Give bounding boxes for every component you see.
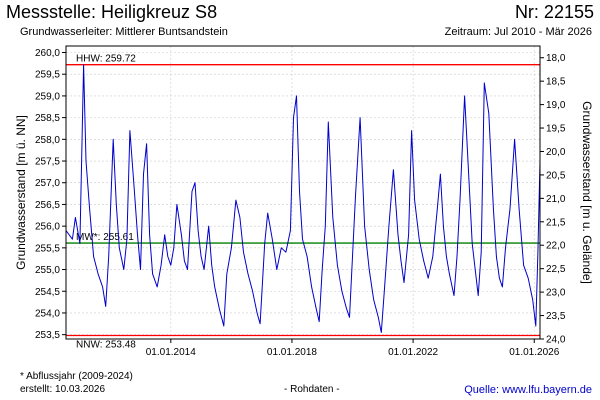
plot-frame	[65, 45, 541, 340]
reference-lines: HHW: 259.72 MW*: 255.61 NNW: 253.48	[66, 54, 540, 351]
x-tick-label: 01.01.2018	[267, 347, 317, 358]
right-tick-label: 18,0	[546, 53, 566, 64]
reference-label-nnw: NNW: 253.48	[76, 340, 136, 351]
x-axis: 01.01.2014 01.01.2018 01.01.2022 01.01.2026	[146, 339, 560, 358]
footnote: * Abflussjahr (2009-2024)	[20, 371, 133, 382]
right-tick-label: 21,0	[546, 194, 566, 205]
left-axis: 253,5 254,0 254,5 255,0 255,5 256,0 256,5 257,0…	[35, 48, 66, 341]
x-tick-label: 01.01.2014	[146, 347, 196, 358]
right-tick-label: 19,0	[546, 100, 566, 111]
right-axis: 18,0 18,5 19,0 19,5 20,0 20,5 21,0 21,5 22,0 22,5…	[540, 53, 566, 346]
x-tick-label: 01.01.2022	[388, 347, 438, 358]
right-tick-label: 20,5	[546, 170, 566, 181]
aquifer-label: Grundwasserleiter: Mittlerer Buntsandste…	[20, 26, 228, 38]
y-axis-label-right: Grundwasserstand [m u. Gelände]	[580, 101, 594, 284]
reference-label-mw: MW*: 255.61	[76, 232, 134, 243]
created-date: erstellt: 10.03.2026	[20, 384, 106, 395]
y-tick-label: 253,5	[35, 330, 60, 341]
source-link[interactable]: Quelle: www.lfu.bayern.de	[464, 384, 592, 396]
y-tick-label: 254,5	[35, 287, 60, 298]
right-tick-label: 23,5	[546, 311, 566, 322]
series-layer	[65, 64, 541, 333]
y-tick-label: 258,0	[35, 135, 60, 146]
grid	[66, 46, 540, 339]
y-tick-label: 258,5	[35, 113, 60, 124]
right-tick-label: 22,0	[546, 241, 566, 252]
right-tick-label: 24,0	[546, 335, 566, 346]
right-tick-label: 21,5	[546, 217, 566, 228]
page-title: Messstelle: Heiligkreuz S8	[6, 2, 218, 22]
y-tick-label: 257,0	[35, 178, 60, 189]
y-axis-label-left: Grundwasserstand [m ü. NN]	[14, 115, 28, 270]
right-tick-label: 22,5	[546, 264, 566, 275]
right-tick-label: 23,0	[546, 288, 566, 299]
y-tick-label: 254,0	[35, 308, 60, 319]
right-tick-label: 19,5	[546, 124, 566, 135]
y-tick-label: 259,5	[35, 70, 60, 81]
reference-label-hhw: HHW: 259.72	[76, 54, 136, 65]
series-line-0	[65, 64, 541, 333]
right-tick-label: 20,0	[546, 147, 566, 158]
y-tick-label: 256,5	[35, 200, 60, 211]
station-number: Nr: 22155	[514, 2, 594, 22]
x-tick-label: 01.01.2026	[509, 347, 559, 358]
y-tick-label: 259,0	[35, 91, 60, 102]
y-tick-label: 260,0	[35, 48, 60, 59]
y-tick-label: 255,0	[35, 265, 60, 276]
y-tick-label: 255,5	[35, 243, 60, 254]
y-tick-label: 256,0	[35, 222, 60, 233]
period-label: Zeitraum: Jul 2010 - Mär 2026	[444, 26, 592, 38]
right-tick-label: 18,5	[546, 77, 566, 88]
y-tick-label: 257,5	[35, 157, 60, 168]
raw-data-note: - Rohdaten -	[284, 384, 340, 395]
